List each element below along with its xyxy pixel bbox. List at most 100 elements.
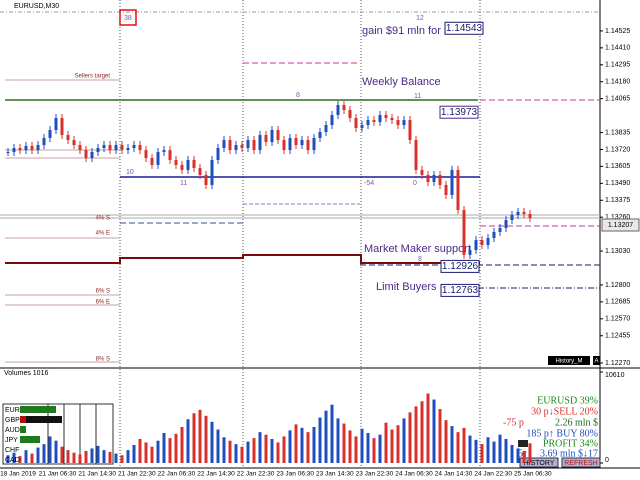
history-button[interactable] — [519, 457, 559, 468]
candle-body — [528, 213, 532, 218]
candle-body — [270, 130, 274, 142]
volume-bar — [24, 450, 28, 463]
candle-body — [252, 140, 256, 151]
candle-body — [72, 140, 76, 146]
volume-bar — [180, 426, 184, 463]
volume-bar — [276, 442, 280, 463]
volume-bar — [402, 418, 406, 463]
volume-bar — [384, 422, 388, 463]
info-mln2: 3.69 mln $↓17 — [540, 448, 598, 459]
profit-icon — [518, 440, 528, 447]
candle-body — [468, 250, 472, 255]
info-sell: 30 p↓SELL 20% — [531, 406, 598, 417]
currency-label: AUD — [5, 427, 20, 434]
info-loss: -75 p — [503, 417, 524, 428]
marker-label: -54 — [364, 180, 374, 187]
candle-body — [222, 140, 226, 148]
refresh-button-label[interactable]: REFRESH — [564, 460, 597, 467]
candle-body — [438, 174, 442, 185]
price-box — [440, 283, 480, 297]
volume-bar — [396, 425, 400, 463]
volume-bar — [366, 432, 370, 463]
volume-bar — [270, 438, 274, 463]
volume-bar — [156, 440, 160, 463]
candle-body — [210, 159, 214, 185]
time-label: 22 Jan 06:30 — [158, 471, 196, 478]
candle-body — [156, 151, 160, 165]
volume-bar — [54, 440, 58, 463]
time-label: 18 Jan 2019 — [0, 471, 36, 478]
candle-body — [288, 137, 292, 151]
info-mln: 2.26 mln $ — [555, 417, 598, 428]
volume-bar — [426, 393, 430, 463]
candle-body — [246, 140, 250, 148]
y-tick-label: 1.12270 — [605, 360, 630, 367]
candle-body — [102, 145, 106, 148]
marker-label: 12 — [416, 15, 424, 22]
volume-bar — [192, 413, 196, 463]
candle-body — [132, 145, 136, 148]
volume-bar — [12, 452, 16, 463]
price-box — [439, 105, 479, 119]
candle-body — [498, 227, 502, 232]
volume-bar — [36, 447, 40, 463]
volume-bar — [390, 429, 394, 463]
annotation: Market Maker support — [364, 243, 471, 255]
volume-bar — [84, 450, 88, 463]
volume-bar — [132, 444, 136, 463]
volume-bar — [48, 436, 52, 463]
volume-bar — [264, 434, 268, 463]
candle-body — [234, 145, 238, 151]
level-label: Sellers target — [75, 74, 111, 80]
candle-body — [30, 145, 34, 151]
time-label: 23 Jan 14:30 — [316, 471, 354, 478]
volume-bar — [108, 451, 112, 463]
candle-body — [372, 120, 376, 122]
y-tick-label: 1.14065 — [605, 96, 630, 103]
a-tag-label: A — [594, 359, 598, 365]
volume-bar — [162, 432, 166, 463]
volume-tick-label: 0 — [605, 457, 609, 464]
candle-body — [96, 147, 100, 152]
volume-bar — [456, 432, 460, 463]
candle-body — [432, 174, 436, 183]
candle-body — [24, 145, 28, 151]
y-tick-label: 1.13835 — [605, 129, 630, 136]
candle-body — [306, 140, 310, 151]
candle-body — [462, 209, 466, 255]
time-label: 24 Jan 22:30 — [474, 471, 512, 478]
info-pair: EURUSD 39% — [537, 395, 598, 406]
y-tick-label: 1.13260 — [605, 214, 630, 221]
candle-body — [300, 140, 304, 146]
volume-bar — [420, 401, 424, 463]
marker-box — [119, 9, 137, 26]
candle-body — [510, 214, 514, 221]
candle-body — [12, 147, 16, 152]
marker-label: 11 — [414, 93, 421, 100]
candle-body — [348, 110, 352, 118]
candle-body — [54, 117, 58, 131]
history-button-label[interactable]: HISTORY — [524, 460, 555, 467]
price-box-label: 1.13207 — [608, 222, 633, 229]
time-label: 22 Jan 14:30 — [197, 471, 235, 478]
volume-bar — [498, 434, 502, 463]
y-tick-label: 1.13720 — [605, 146, 630, 153]
candle-body — [444, 184, 448, 195]
volume-bar — [186, 419, 190, 463]
time-label: 23 Jan 06:30 — [276, 471, 314, 478]
candle-body — [408, 120, 412, 141]
candle-body — [426, 174, 430, 183]
currency-label: CHF — [5, 447, 19, 454]
candle-body — [360, 125, 364, 128]
price-box — [601, 218, 640, 232]
candle-body — [90, 151, 94, 159]
volume-bar — [504, 438, 508, 463]
candle-body — [240, 145, 244, 148]
volume-bar — [174, 433, 178, 463]
annotation: Weekly Balance — [362, 76, 441, 88]
candle-body — [486, 237, 490, 246]
candle-body — [42, 137, 46, 146]
volume-bar — [234, 444, 238, 463]
price-box-label: 1.13973 — [441, 107, 478, 118]
